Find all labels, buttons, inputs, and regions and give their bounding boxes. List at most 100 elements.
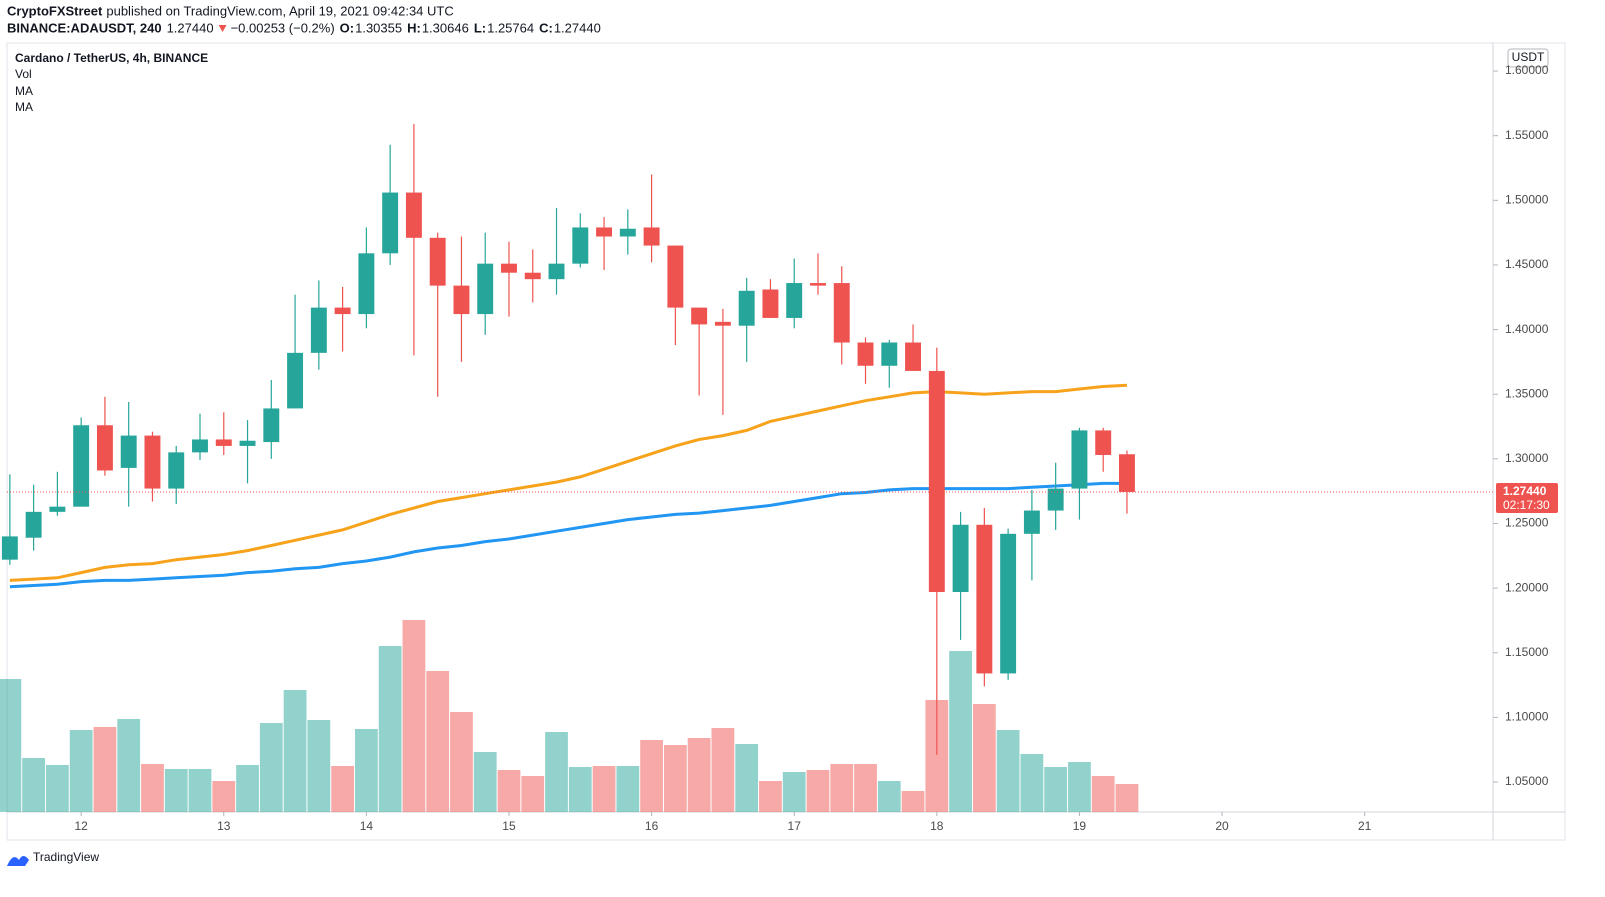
candle-body: [857, 342, 874, 366]
volume-bar: [212, 781, 236, 812]
candle-body: [667, 245, 684, 308]
y-tick-label: 1.05000: [1505, 774, 1549, 788]
volume-bar: [1020, 754, 1044, 812]
candle-body: [405, 192, 422, 238]
x-tick-label: 21: [1358, 819, 1372, 833]
last-price-label: 1.27440: [1503, 484, 1547, 498]
logo: [7, 856, 29, 866]
volume-bar: [616, 766, 640, 812]
y-tick-label: 1.10000: [1505, 710, 1549, 724]
volume-bar: [69, 730, 93, 812]
y-tick-label: 1.50000: [1505, 192, 1549, 206]
chart-title: Cardano / TetherUS, 4h, BINANCE: [15, 51, 208, 65]
candle-body: [358, 253, 375, 315]
candle-body: [501, 263, 517, 273]
volume-bar: [307, 720, 331, 812]
currency-box: [1507, 48, 1549, 68]
candle-body: [429, 237, 446, 286]
y-tick-label: 1.60000: [1505, 63, 1549, 77]
candle-body: [952, 524, 969, 592]
volume-bar: [830, 764, 854, 812]
down-arrow: [218, 25, 227, 32]
countdown: 02:17:30: [1503, 498, 1550, 512]
last-price-tag: [1496, 482, 1558, 513]
volume-bar: [735, 744, 759, 812]
y-tick-label: 1.30000: [1505, 451, 1549, 465]
volume-bar: [1044, 767, 1068, 812]
legend-ma: MA: [15, 84, 33, 98]
volume-bar: [1091, 776, 1115, 812]
volume-bar: [378, 646, 402, 812]
candle-body: [786, 283, 803, 318]
candle-body: [738, 290, 755, 326]
volume-bar: [283, 690, 307, 812]
volume-bar: [545, 732, 568, 812]
change: −0.00253 (−0.2%): [231, 20, 335, 35]
volume-bar: [901, 791, 925, 812]
last-price: 1.27440: [167, 20, 214, 35]
candle-body: [524, 272, 541, 280]
candle-body: [572, 227, 589, 264]
volume-bar: [663, 745, 687, 812]
volume-bar: [497, 770, 521, 812]
volume-bar: [164, 769, 188, 812]
volume-bar: [473, 752, 497, 812]
y-tick-label: 1.35000: [1505, 386, 1549, 400]
ohlc-label: C:: [539, 20, 553, 35]
volume-bar: [972, 704, 996, 812]
volume-bar: [93, 727, 117, 812]
ohlc-value: 1.27440: [554, 20, 601, 35]
candle-body: [714, 321, 731, 326]
brand: TradingView: [33, 850, 99, 864]
ohlc-label: H:: [407, 20, 421, 35]
candle-body: [928, 370, 945, 592]
candle-body: [49, 506, 66, 512]
y-tick-label: 1.15000: [1505, 645, 1549, 659]
ohlc-value: 1.30646: [422, 20, 469, 35]
candle-body: [1, 536, 18, 560]
candle-body: [1118, 454, 1135, 492]
ohlc-value: 1.25764: [487, 20, 534, 35]
volume-bar: [259, 723, 283, 812]
y-tick-label: 1.55000: [1505, 128, 1549, 142]
candle-body: [548, 263, 565, 280]
y-tick-label: 1.40000: [1505, 322, 1549, 336]
candle-body: [215, 439, 232, 446]
volume-bar: [854, 764, 877, 812]
x-tick-label: 12: [74, 819, 88, 833]
y-tick-label: 1.20000: [1505, 580, 1549, 594]
volume-bar: [45, 765, 69, 812]
candle-body: [144, 435, 161, 489]
candle-body: [596, 227, 613, 237]
candle-body: [762, 289, 779, 318]
volume-bar: [141, 764, 164, 812]
volume-bar: [521, 776, 545, 812]
x-tick-label: 20: [1215, 819, 1229, 833]
candle-body: [96, 425, 113, 471]
ohlc-label: L:: [474, 20, 486, 35]
candle-body: [168, 452, 185, 489]
volume-bar: [1068, 762, 1091, 812]
candle-body: [120, 435, 137, 468]
candle-body: [810, 283, 826, 286]
legend-vol: Vol: [15, 67, 32, 81]
volume-bar: [331, 766, 354, 812]
x-tick-label: 19: [1073, 819, 1087, 833]
candle-body: [25, 511, 42, 538]
y-tick-label: 1.45000: [1505, 257, 1549, 271]
volume-bar: [354, 729, 378, 812]
author: CryptoFXStreet: [7, 3, 103, 18]
candle-body: [73, 425, 90, 507]
candle-body: [1095, 430, 1112, 455]
volume-bar: [949, 651, 972, 812]
volume-bar: [782, 772, 806, 812]
candle-body: [691, 307, 708, 325]
x-tick-label: 16: [645, 819, 659, 833]
candle-body: [1047, 488, 1064, 511]
candle-body: [263, 408, 280, 443]
candle-body: [453, 285, 470, 315]
ohlc-label: O:: [340, 20, 354, 35]
volume-bar: [877, 781, 901, 812]
volume-bar: [22, 758, 46, 812]
